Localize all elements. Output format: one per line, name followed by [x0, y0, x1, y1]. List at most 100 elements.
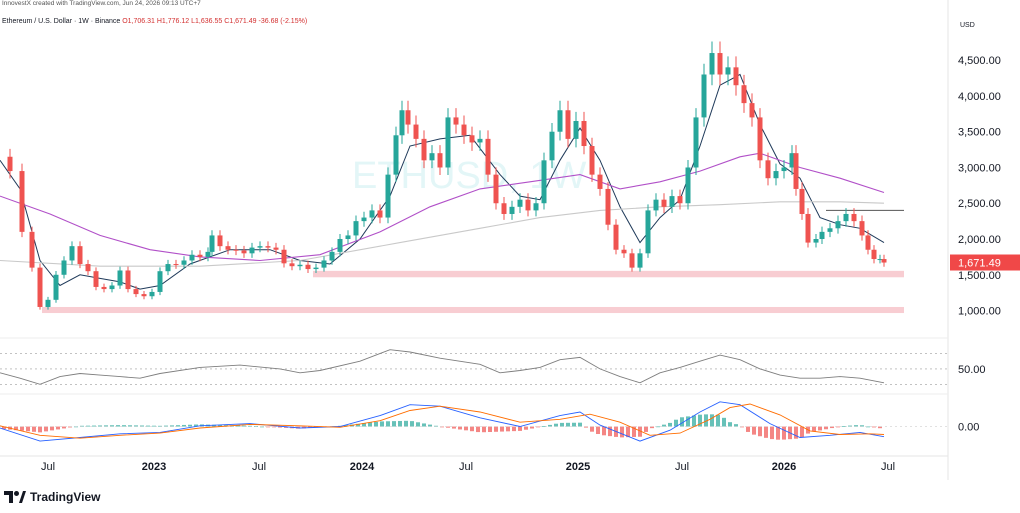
candle-body: [149, 291, 155, 297]
macd-histogram-bar: [692, 415, 696, 427]
rsi-line: [0, 349, 885, 385]
macd-histogram-bar: [110, 425, 114, 427]
candle: [843, 208, 849, 227]
candle-body: [685, 167, 691, 204]
macd-histogram-bar: [530, 426, 534, 429]
macd-histogram-bar: [362, 423, 366, 427]
time-tick-label: 2026: [772, 461, 796, 473]
candle-body: [249, 247, 255, 254]
candle-body: [677, 196, 683, 204]
candle: [233, 245, 239, 256]
candle: [385, 167, 391, 224]
candle: [509, 200, 515, 220]
candle-body: [233, 249, 239, 251]
ma50-line: [0, 152, 885, 262]
candle: [77, 241, 83, 269]
macd-histogram-bar: [782, 426, 786, 440]
candle-body: [859, 221, 865, 236]
candle: [393, 126, 399, 182]
candle-body: [385, 174, 391, 218]
candle-body: [305, 264, 311, 270]
macd-histogram-bar: [848, 425, 852, 427]
candle: [37, 263, 43, 310]
candle-body: [645, 210, 651, 254]
candle-body: [125, 270, 131, 290]
candle: [297, 260, 303, 271]
watermark: ETHUSD, 1W: [352, 155, 586, 197]
candle-body: [181, 260, 187, 265]
candle: [445, 108, 451, 175]
candle-body: [629, 253, 635, 268]
candle: [125, 266, 131, 293]
candle: [217, 230, 223, 251]
candle: [793, 145, 799, 196]
candle: [85, 259, 91, 276]
candle-body: [117, 270, 123, 286]
macd-line: [0, 401, 885, 442]
macd-histogram-bar: [698, 414, 702, 427]
macd-histogram-bar: [458, 426, 462, 430]
macd-histogram-bar: [740, 426, 744, 428]
macd-histogram-bar: [356, 423, 360, 427]
support-zone-lower: [42, 306, 904, 314]
macd-histogram-bar: [470, 426, 474, 432]
candle-body: [469, 135, 475, 143]
candle-body: [669, 196, 675, 207]
candle: [733, 56, 739, 96]
macd-histogram-bar: [122, 425, 126, 427]
candle: [209, 230, 215, 257]
macd-histogram-bar: [404, 420, 408, 427]
candle-body: [265, 246, 271, 248]
symbol-title: Ethereum / U.S. Dollar · 1W · Binance: [2, 18, 121, 25]
macd-histogram-bar: [482, 426, 486, 433]
macd-histogram-bar: [632, 426, 636, 437]
macd-histogram-bar: [32, 426, 36, 432]
candle-body: [421, 138, 427, 161]
time-tick-label: Jul: [881, 461, 895, 473]
macd-histogram-bar: [752, 426, 756, 435]
candle-body: [157, 271, 163, 292]
candle: [7, 148, 13, 179]
candle: [741, 74, 747, 113]
candle: [305, 260, 311, 274]
macd-histogram-bar: [608, 426, 612, 437]
candle: [613, 219, 619, 255]
candle-body: [765, 160, 771, 179]
brand-name: TradingView: [30, 490, 101, 504]
macd-histogram-bar: [260, 426, 264, 428]
candle: [345, 230, 351, 245]
candle-body: [477, 138, 483, 143]
macd-histogram-bar: [836, 426, 840, 428]
candle-body: [205, 251, 211, 257]
candle: [257, 241, 263, 253]
macd-histogram-bar: [536, 426, 540, 428]
candle: [749, 93, 755, 127]
time-tick-label: Jul: [252, 461, 266, 473]
candle: [289, 259, 295, 271]
macd-histogram-bar: [26, 426, 30, 432]
macd-histogram-bar: [626, 426, 630, 438]
candle-body: [429, 153, 435, 161]
macd-histogram-bar: [794, 426, 798, 439]
candle: [835, 215, 841, 234]
candle: [677, 189, 683, 210]
macd-histogram-bar: [62, 426, 66, 429]
macd-histogram-bar: [542, 426, 546, 427]
macd-histogram-bar: [416, 422, 420, 427]
candle-body: [85, 264, 91, 272]
candle-body: [61, 260, 67, 275]
candle-body: [345, 235, 351, 240]
ohlc-low: L1,636.55: [191, 18, 223, 25]
candle-body: [77, 246, 83, 265]
macd-tick-label: 0.00: [958, 422, 979, 434]
macd-histogram-bar: [14, 426, 18, 431]
candle-body: [517, 199, 523, 207]
candle: [101, 283, 107, 293]
candle: [605, 182, 611, 231]
candle: [629, 248, 635, 272]
candle: [61, 256, 67, 279]
candle-body: [661, 199, 667, 207]
candle-body: [621, 249, 627, 254]
macd-histogram-bar: [104, 425, 108, 427]
